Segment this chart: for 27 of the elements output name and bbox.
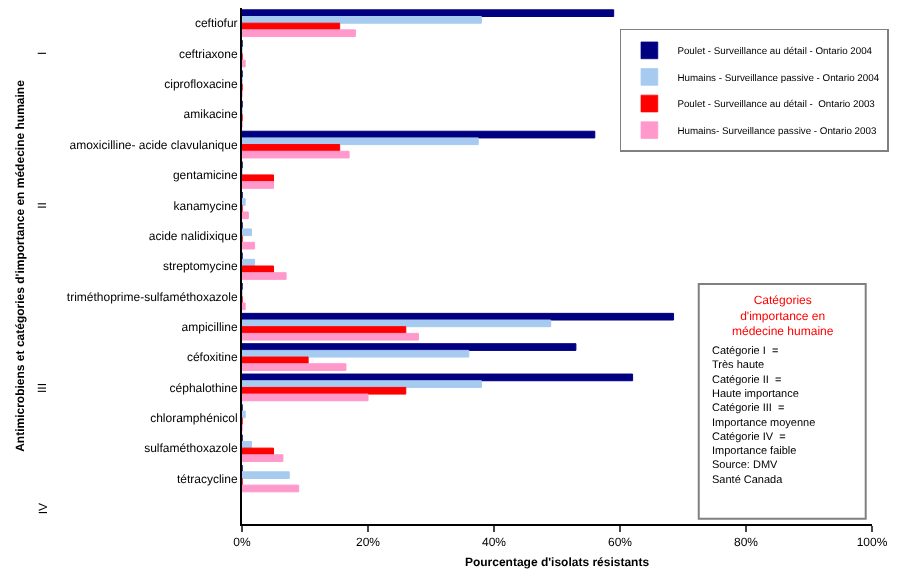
bar <box>242 228 252 237</box>
bar <box>242 211 249 220</box>
bar <box>242 454 284 462</box>
bar <box>242 319 552 328</box>
bar <box>242 9 615 17</box>
bar <box>242 241 256 250</box>
bar <box>242 332 419 341</box>
bar <box>242 356 309 365</box>
bar <box>242 29 356 38</box>
bar <box>242 150 350 159</box>
bar <box>242 343 577 351</box>
bar <box>242 349 470 358</box>
bar <box>242 471 290 479</box>
bar <box>242 181 274 189</box>
bar <box>242 484 300 493</box>
bar <box>242 174 274 183</box>
bar <box>242 16 482 24</box>
bar <box>242 380 482 388</box>
bar <box>242 447 274 456</box>
bar <box>242 137 479 146</box>
bar <box>242 363 347 371</box>
bar <box>242 373 634 382</box>
bar <box>242 272 287 280</box>
bar <box>242 393 369 402</box>
bar <box>242 144 341 152</box>
bar <box>242 326 407 334</box>
bar <box>242 265 274 274</box>
